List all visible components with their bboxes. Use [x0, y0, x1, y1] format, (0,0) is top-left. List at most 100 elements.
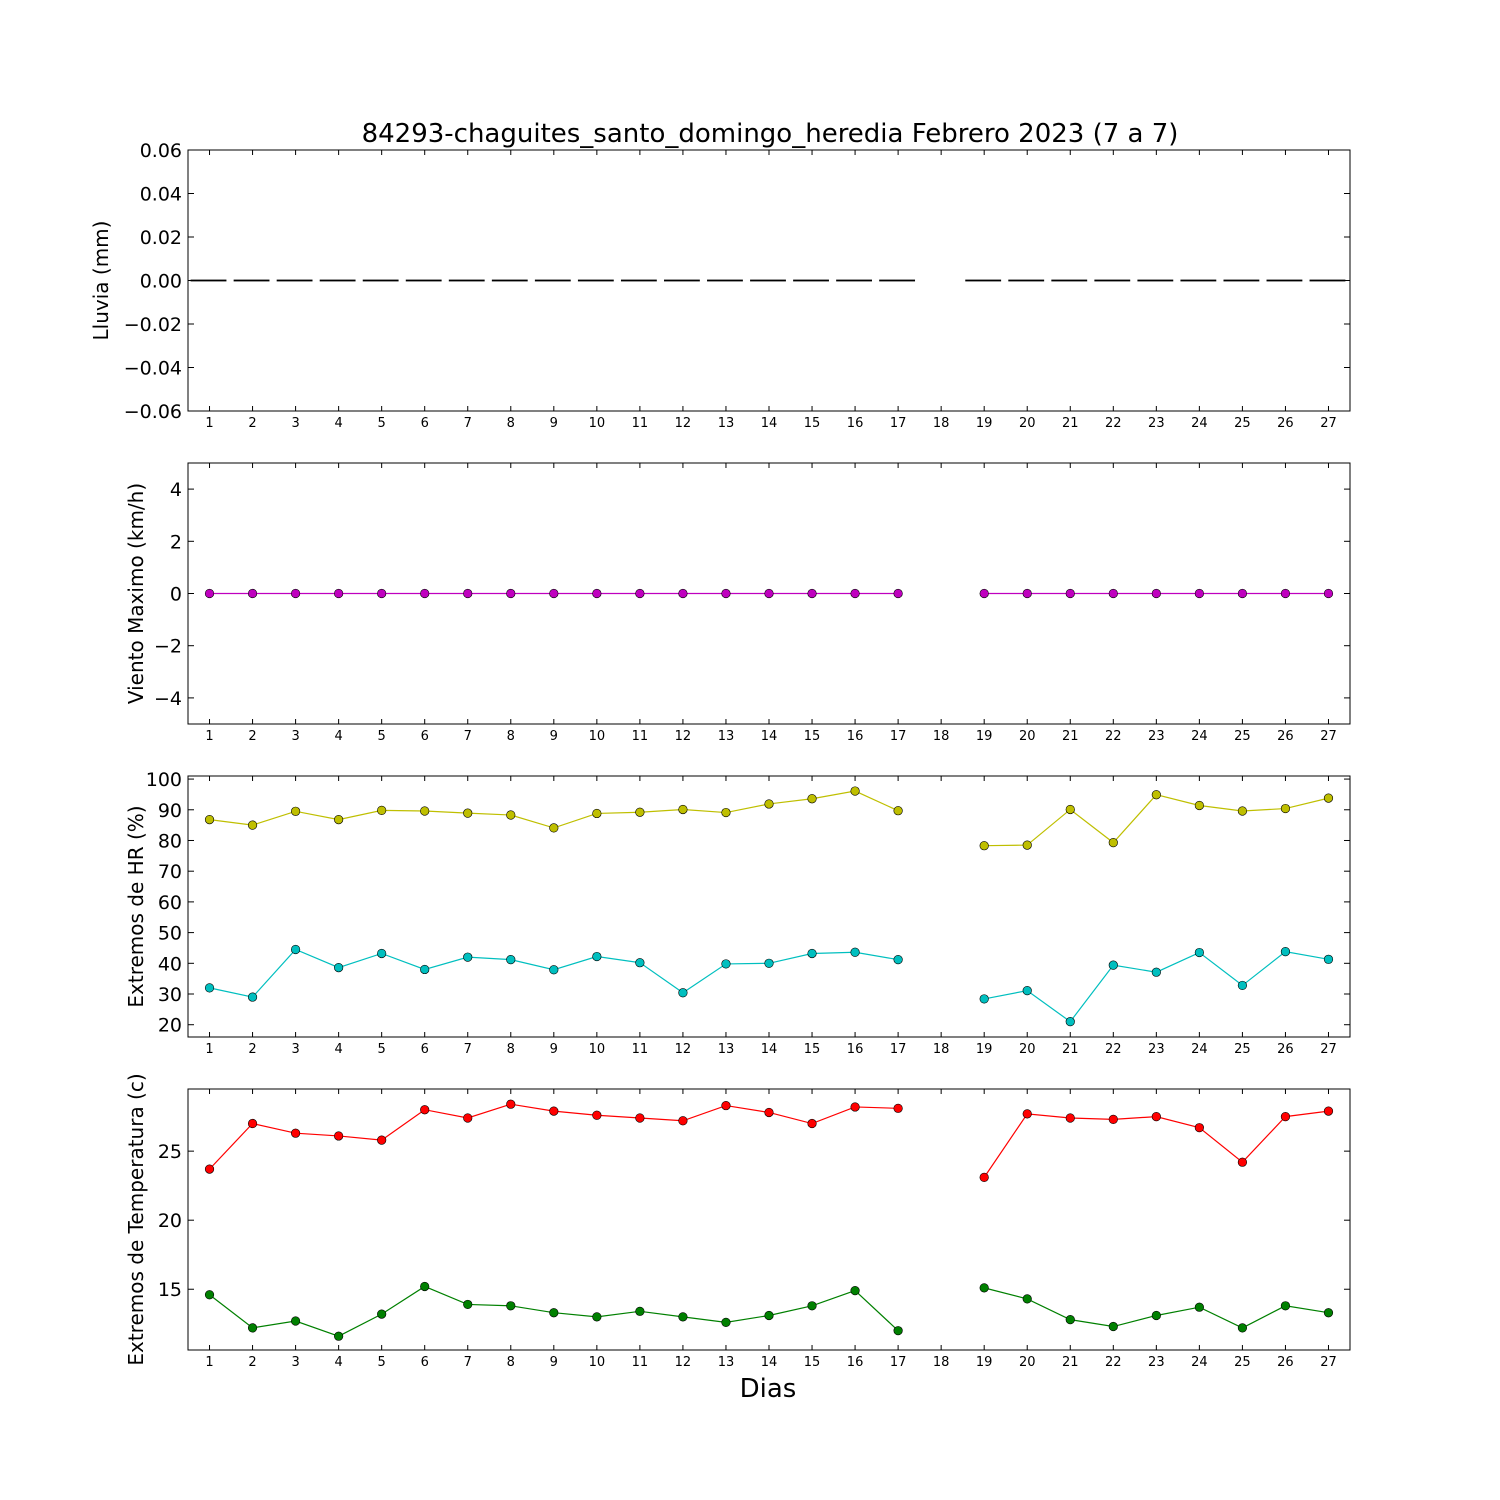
x-tick-label: 19 — [976, 416, 993, 431]
data-point-1 — [1151, 588, 1161, 599]
rain-bar — [577, 279, 614, 282]
x-tick-label: 14 — [761, 1355, 778, 1370]
x-tick-label: 19 — [976, 729, 993, 744]
x-tick-label: 5 — [378, 1042, 386, 1057]
y-axis-label: Extremos de Temperatura (c) — [124, 1073, 148, 1365]
rain-bar — [233, 279, 270, 282]
data-point-2 — [377, 948, 387, 959]
y-axis-label: Viento Maximo (km/h) — [124, 483, 148, 704]
x-tick-label: 2 — [248, 416, 256, 431]
x-tick-label: 18 — [933, 416, 950, 431]
data-point-1 — [635, 588, 645, 599]
x-tick-label: 3 — [291, 729, 299, 744]
x-tick-label: 26 — [1277, 416, 1294, 431]
x-tick-label: 21 — [1062, 729, 1079, 744]
y-tick-label: −4 — [154, 688, 182, 710]
x-tick-label: 11 — [632, 729, 649, 744]
x-tick-label: 25 — [1234, 416, 1251, 431]
rain-bar — [1180, 279, 1217, 282]
x-tick-label: 25 — [1234, 1355, 1251, 1370]
x-tick-label: 14 — [761, 1042, 778, 1057]
x-tick-label: 22 — [1105, 1355, 1122, 1370]
data-point-2 — [247, 1323, 258, 1333]
data-point-1 — [420, 588, 430, 599]
data-point-1 — [1151, 790, 1161, 800]
y-tick-label: −0.04 — [124, 358, 182, 380]
x-tick-label: 6 — [421, 1042, 429, 1057]
y-tick-label: 0.00 — [140, 271, 182, 293]
data-point-1 — [1065, 804, 1075, 815]
x-tick-label: 4 — [334, 729, 342, 744]
x-tick-label: 6 — [421, 416, 429, 431]
y-tick-label: 20 — [158, 1210, 182, 1232]
data-point-1 — [678, 804, 688, 815]
data-point-2 — [463, 1299, 473, 1310]
rain-bar — [836, 279, 872, 282]
y-tick-label: 4 — [170, 479, 182, 501]
data-point-2 — [204, 983, 215, 993]
data-point-1 — [204, 815, 215, 825]
data-point-2 — [1194, 1302, 1204, 1312]
x-tick-label: 10 — [589, 1355, 606, 1370]
data-point-2 — [1151, 967, 1161, 977]
data-point-2 — [635, 958, 645, 968]
x-tick-label: 20 — [1019, 416, 1036, 431]
data-point-1 — [850, 786, 860, 796]
data-point-1 — [807, 588, 817, 599]
data-point-2 — [506, 955, 516, 965]
data-point-2 — [1323, 1308, 1334, 1318]
rain-bar — [362, 279, 399, 282]
data-point-2 — [678, 988, 688, 998]
x-tick-label: 22 — [1105, 1042, 1122, 1057]
x-tick-label: 3 — [291, 1355, 299, 1370]
x-tick-label: 2 — [248, 1355, 256, 1370]
rain-bar — [1051, 279, 1088, 282]
rain-bar — [793, 279, 829, 282]
y-tick-label: 100 — [146, 769, 182, 791]
x-tick-label: 20 — [1019, 1042, 1036, 1057]
x-tick-label: 6 — [421, 729, 429, 744]
x-tick-label: 27 — [1320, 729, 1337, 744]
data-point-1 — [592, 588, 602, 599]
data-point-2 — [204, 1290, 215, 1300]
x-tick-label: 25 — [1234, 729, 1251, 744]
data-point-2 — [979, 1283, 989, 1293]
data-point-2 — [1022, 1294, 1032, 1304]
y-tick-label: 30 — [158, 984, 182, 1006]
x-tick-label: 13 — [718, 416, 735, 431]
y-tick-label: 15 — [158, 1279, 182, 1301]
data-point-2 — [1280, 1301, 1291, 1311]
x-tick-label: 17 — [890, 1355, 907, 1370]
data-point-1 — [1280, 1112, 1291, 1122]
data-point-2 — [1065, 1017, 1075, 1027]
data-point-1 — [592, 808, 602, 819]
data-point-1 — [334, 1131, 344, 1141]
x-tick-label: 17 — [890, 729, 907, 744]
rain-bar — [1223, 279, 1260, 282]
series-line-2 — [984, 951, 1329, 1023]
rain-bar — [750, 279, 786, 282]
x-tick-label: 4 — [334, 1355, 342, 1370]
rain-bar — [405, 279, 442, 282]
x-tick-label: 16 — [847, 1355, 864, 1370]
data-point-2 — [721, 959, 731, 969]
data-point-2 — [290, 1316, 301, 1326]
data-point-1 — [1280, 803, 1291, 814]
x-tick-label: 14 — [761, 416, 778, 431]
x-tick-label: 17 — [890, 416, 907, 431]
data-point-1 — [506, 1099, 516, 1109]
data-point-2 — [463, 952, 473, 962]
data-point-1 — [979, 841, 989, 851]
x-tick-label: 15 — [804, 416, 821, 431]
data-point-2 — [1237, 1323, 1248, 1333]
data-point-2 — [893, 1326, 903, 1336]
data-point-2 — [1280, 947, 1291, 957]
x-tick-label: 19 — [976, 1355, 993, 1370]
y-tick-label: 25 — [158, 1141, 182, 1163]
data-point-1 — [1194, 1123, 1204, 1133]
data-point-1 — [549, 823, 559, 833]
data-point-2 — [1151, 1310, 1161, 1321]
x-tick-label: 8 — [507, 1355, 515, 1370]
data-point-1 — [1194, 588, 1204, 599]
